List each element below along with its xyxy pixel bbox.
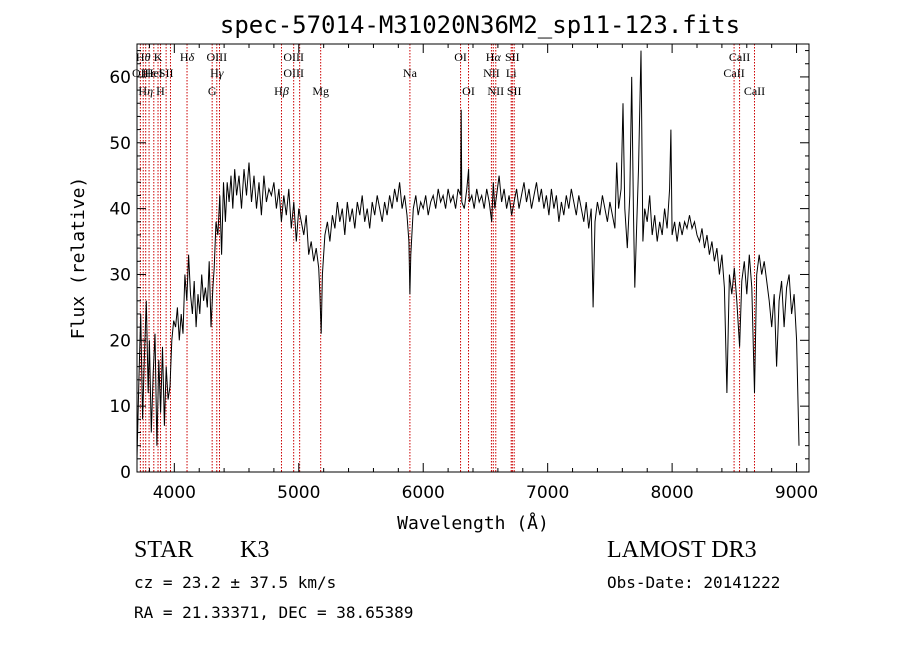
y-tick-label: 40 bbox=[109, 200, 131, 220]
x-tick-label: 6000 bbox=[402, 483, 445, 503]
spectral-line-label: NII bbox=[483, 66, 500, 80]
spectral-line-label: OI bbox=[454, 50, 467, 64]
object-class: STAR bbox=[134, 537, 194, 563]
spectral-line-label: H bbox=[156, 84, 165, 98]
spectral-line-labels: OIIHθHηHεHeIKHSIIHδGOIIIHγHβOIIIOIIIMgNa… bbox=[132, 50, 765, 98]
y-tick-label: 20 bbox=[109, 331, 131, 351]
spectral-line-label: Mg bbox=[312, 84, 329, 98]
spectral-line-label: G bbox=[208, 84, 217, 98]
spectral-line-label: CaII bbox=[723, 66, 744, 80]
spectral-line-label: Li bbox=[506, 66, 517, 80]
spectral-line-label: OIII bbox=[206, 50, 227, 64]
spectral-line-label: Hθ bbox=[136, 50, 151, 64]
observation-date: Obs-Date: 20141222 bbox=[607, 573, 781, 592]
axes: 4000 5000 6000 7000 8000 9000 0 10 20 30 40 50 60 bbox=[109, 44, 818, 503]
spectral-line-label: OIII bbox=[283, 66, 304, 80]
spectral-line-label: HeI bbox=[145, 66, 163, 80]
spectral-line-label: SII bbox=[505, 50, 520, 64]
spectral-line-label: Na bbox=[403, 66, 418, 80]
spectral-line-label: Hη bbox=[138, 84, 153, 98]
chart-title: spec-57014-M31020N36M2_sp11-123.fits bbox=[220, 11, 740, 39]
x-tick-label: 7000 bbox=[526, 483, 569, 503]
spectral-line-label: CaII bbox=[744, 84, 765, 98]
y-tick-label: 10 bbox=[109, 397, 131, 417]
spectral-line-label: SII bbox=[159, 66, 174, 80]
x-tick-label: 9000 bbox=[775, 483, 818, 503]
spectral-line-label: K bbox=[154, 50, 163, 64]
spectrum-series-line bbox=[136, 50, 800, 459]
spectral-line-label: Hδ bbox=[180, 50, 195, 64]
spectral-line-label: Hε bbox=[142, 66, 156, 80]
survey-name: LAMOST DR3 bbox=[607, 537, 757, 563]
y-tick-label: 0 bbox=[120, 463, 131, 483]
x-axis-label: Wavelength (Å) bbox=[397, 512, 549, 534]
x-tick-label: 5000 bbox=[277, 483, 320, 503]
redshift-velocity: cz = 23.2 ± 37.5 km/s bbox=[134, 573, 337, 592]
spectral-line-label: OIII bbox=[283, 50, 304, 64]
y-tick-label: 60 bbox=[109, 68, 131, 88]
y-axis-label: Flux (relative) bbox=[68, 177, 89, 340]
spectral-line-label: SII bbox=[507, 84, 522, 98]
spectral-line-label: Hα bbox=[486, 50, 502, 64]
spectral-line-label: Hγ bbox=[210, 66, 224, 80]
coordinates: RA = 21.33371, DEC = 38.65389 bbox=[134, 603, 414, 622]
object-subclass: K3 bbox=[240, 537, 270, 563]
spectral-line-label: NII bbox=[487, 84, 504, 98]
y-tick-label: 50 bbox=[109, 134, 131, 154]
x-tick-label: 8000 bbox=[650, 483, 693, 503]
spectral-line-label: OI bbox=[462, 84, 475, 98]
plot-frame bbox=[136, 43, 810, 473]
y-tick-label: 30 bbox=[109, 265, 131, 285]
x-tick-label: 4000 bbox=[153, 483, 196, 503]
spectral-line-label: CaII bbox=[729, 50, 750, 64]
spectral-line-label: Hβ bbox=[274, 84, 289, 98]
spectral-line-markers bbox=[139, 44, 755, 472]
